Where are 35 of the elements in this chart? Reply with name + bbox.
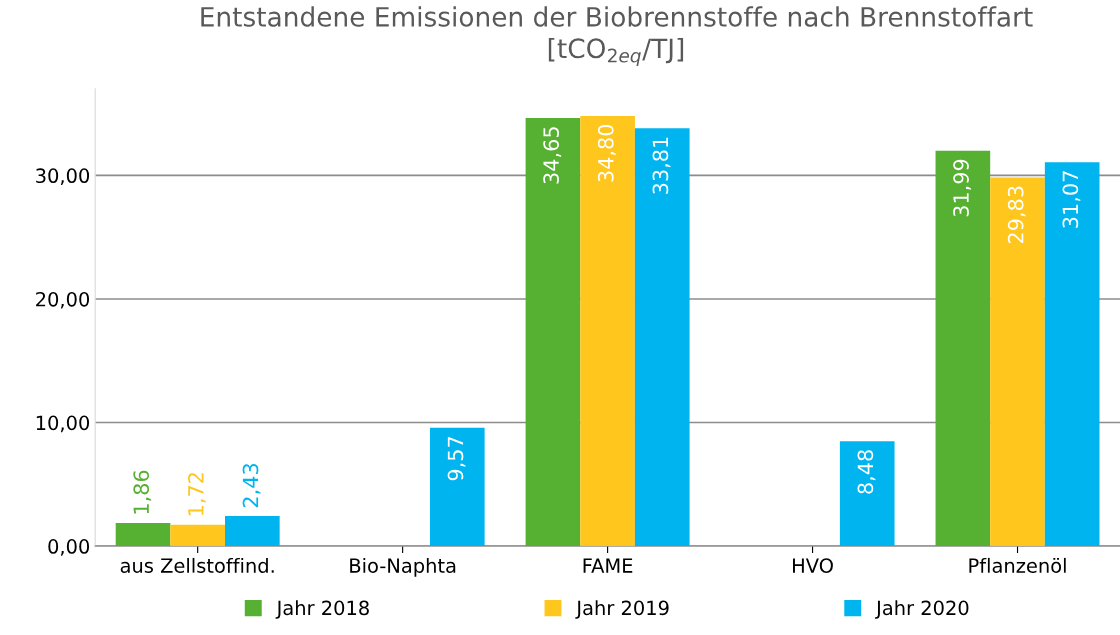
- bar: [839, 441, 895, 547]
- data-label: 1,72: [187, 473, 206, 516]
- bar: [990, 177, 1045, 547]
- data-label: 31,99: [953, 159, 972, 217]
- data-label: 31,07: [1062, 171, 1081, 228]
- data-label: 33,81: [652, 137, 671, 194]
- x-tick-label: aus Zellstoffind.: [120, 557, 274, 573]
- x-tick-label: Pflanzenöl: [969, 557, 1066, 573]
- legend-label: Jahr 2019: [575, 600, 669, 619]
- data-label: 8,48: [857, 450, 876, 494]
- y-tick-label: 0,00: [48, 539, 90, 556]
- data-label: 29,83: [1007, 186, 1026, 244]
- data-label: 34,65: [543, 127, 562, 184]
- data-label: 1,86: [133, 470, 152, 514]
- legend-label: Jahr 2018: [275, 600, 369, 619]
- x-tick-label: FAME: [583, 558, 633, 573]
- bar: [1044, 162, 1100, 547]
- bar: [225, 516, 280, 547]
- legend-label: Jahr 2020: [875, 600, 969, 619]
- bar: [525, 117, 581, 547]
- y-tick-label: 20,00: [36, 291, 90, 309]
- x-tick-label: Bio-Naphta: [350, 557, 456, 577]
- bar: [935, 150, 991, 547]
- chart-title: Entstandene Emissionen der Biobrennstoffe nach Brennstoffart [tCO$_{2eq}$/TJ]: [201, 6, 1033, 67]
- data-label: 9,57: [447, 437, 466, 481]
- data-label: 2,43: [242, 463, 261, 508]
- y-tick-label: 10,00: [36, 415, 90, 433]
- bar: [170, 524, 226, 547]
- bar: [580, 116, 635, 547]
- x-tick-label: HVO: [793, 558, 833, 573]
- bar: [634, 128, 690, 547]
- data-label: 34,80: [597, 124, 616, 182]
- y-tick-label: 30,00: [36, 168, 90, 186]
- bar: [115, 523, 171, 547]
- bar: [429, 427, 485, 547]
